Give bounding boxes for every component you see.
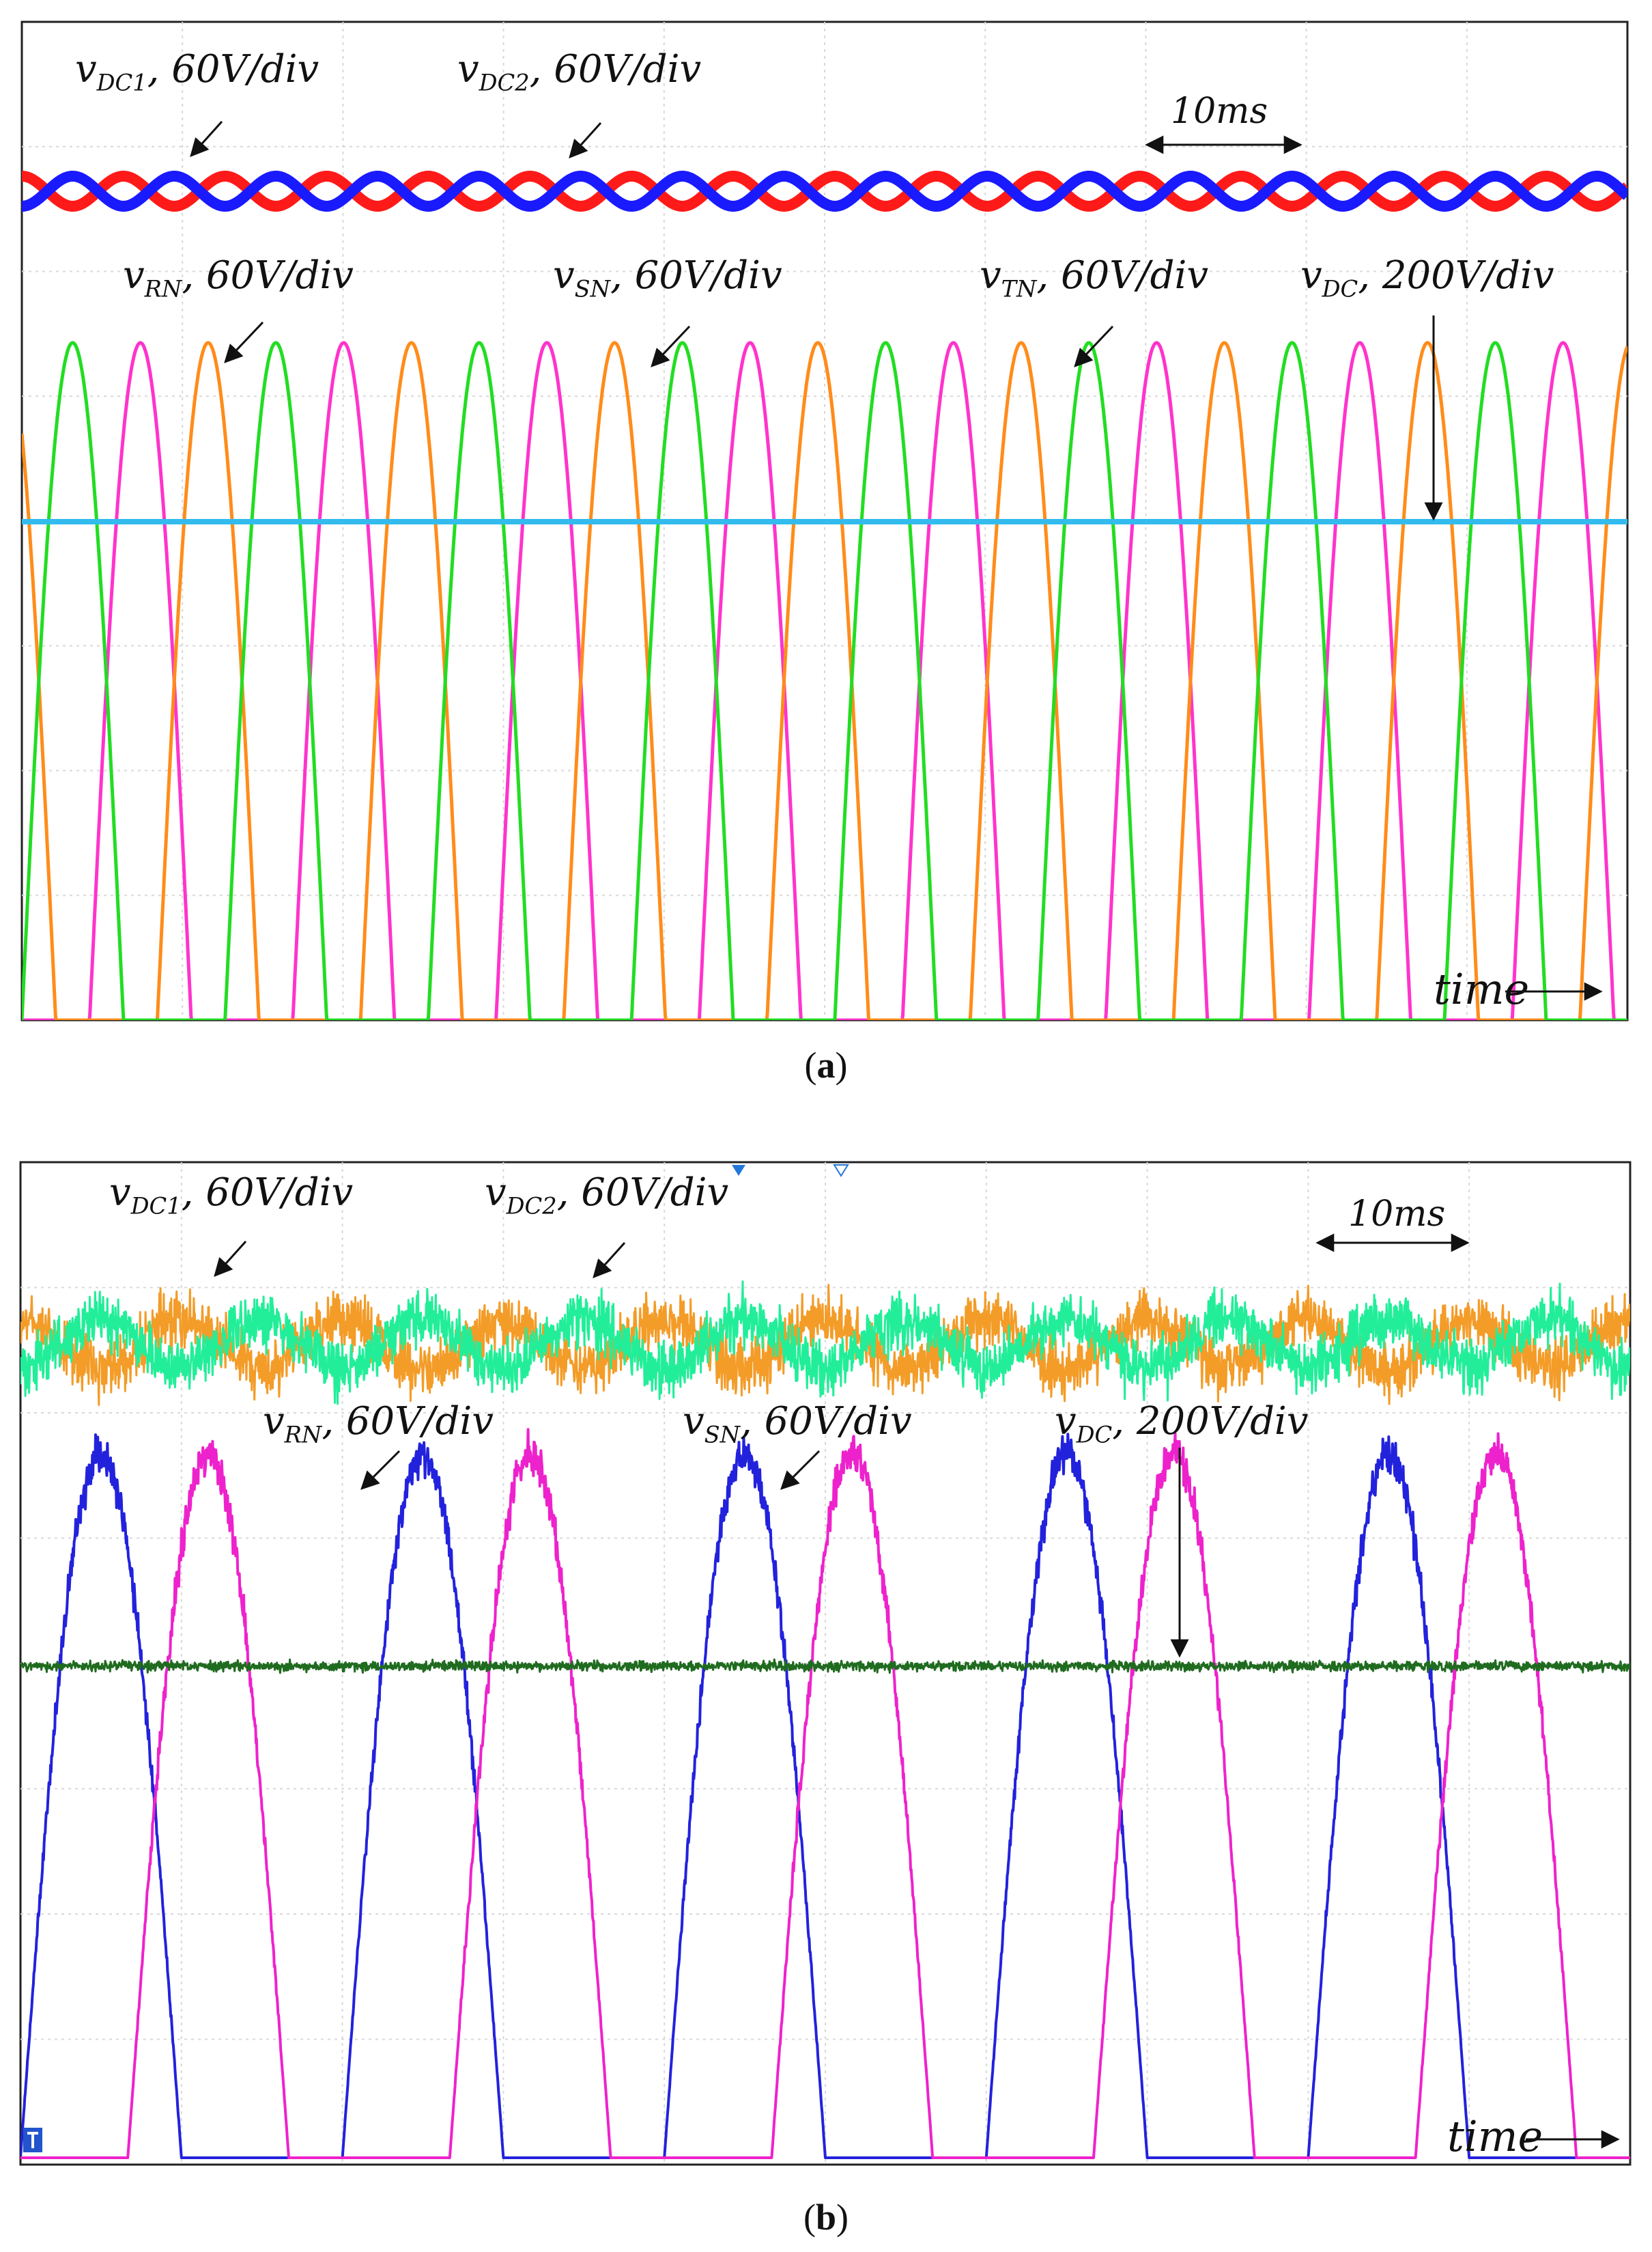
panel-a: vDC1, 60V/div vDC2, 60V/div 10ms vRN, 60V/d… [20, 20, 1629, 1022]
arrow-b-vdc2 [593, 1241, 626, 1279]
panel-b-labels: vDC1, 60V/div vDC2, 60V/div 10ms vRN, 60V/d… [109, 1170, 1543, 2161]
label-b-vrn: vRN, 60V/div [263, 1399, 494, 1448]
label-a-vtn: vTN, 60V/div [980, 253, 1208, 302]
label-b-vdc: vDC, 200V/div [1055, 1399, 1309, 1448]
arrow-b-vdc1 [214, 1240, 247, 1278]
arrow-a-vtn [1074, 325, 1114, 367]
label-a-vrn: vRN, 60V/div [123, 253, 354, 302]
arrow-a-vrn [224, 321, 264, 363]
trace-dc1 [22, 171, 1627, 212]
trace-rn [22, 341, 1627, 1020]
label-a-vsn: vSN, 60V/div [553, 253, 782, 302]
label-b-vsn: vSN, 60V/div [683, 1399, 912, 1448]
caption-b: (b) [803, 2197, 849, 2238]
ground-marker-icon [23, 2128, 42, 2152]
time-marker-b: 10ms [1348, 1194, 1445, 1235]
panel-a-labels: vDC1, 60V/div vDC2, 60V/div 10ms vRN, 60V/d… [75, 47, 1554, 1014]
arrow-a-vdc1 [190, 120, 223, 158]
trace-tn [22, 341, 1627, 1020]
panel-b-traces [20, 1280, 1630, 2159]
x-axis-label-b: time [1447, 2111, 1543, 2161]
caption-a: (a) [805, 1045, 848, 1086]
arrow-a-vsn [651, 325, 691, 367]
panel-b: vDC1, 60V/div vDC2, 60V/div 10ms vRN, 60V/d… [19, 1161, 1632, 2166]
trace-dc2 [20, 1280, 1630, 1405]
trace-sn [20, 1428, 1630, 2159]
trace-dc2 [22, 171, 1627, 212]
panel-a-traces [22, 171, 1627, 1020]
label-b-vdc1: vDC1, 60V/div [109, 1170, 354, 1219]
arrow-b-vsn [780, 1450, 821, 1490]
time-marker-a: 10ms [1171, 91, 1268, 132]
x-axis-label-a: time [1434, 964, 1529, 1014]
cursor-marker-icon [833, 1164, 849, 1177]
label-b-vdc2: vDC2, 60V/div [485, 1170, 729, 1219]
panel-a-annotations [190, 120, 1603, 1001]
trace-sn [22, 341, 1627, 1020]
label-a-vdc1: vDC1, 60V/div [75, 47, 319, 96]
arrow-a-vdc2 [569, 122, 602, 159]
panel-b-annotations [23, 1164, 1620, 2152]
label-a-vdc: vDC, 200V/div [1300, 253, 1554, 302]
trigger-marker-icon [732, 1165, 745, 1176]
label-a-vdc2: vDC2, 60V/div [457, 47, 702, 96]
trace-dc [20, 1658, 1630, 1674]
arrow-b-vrn [360, 1450, 401, 1490]
